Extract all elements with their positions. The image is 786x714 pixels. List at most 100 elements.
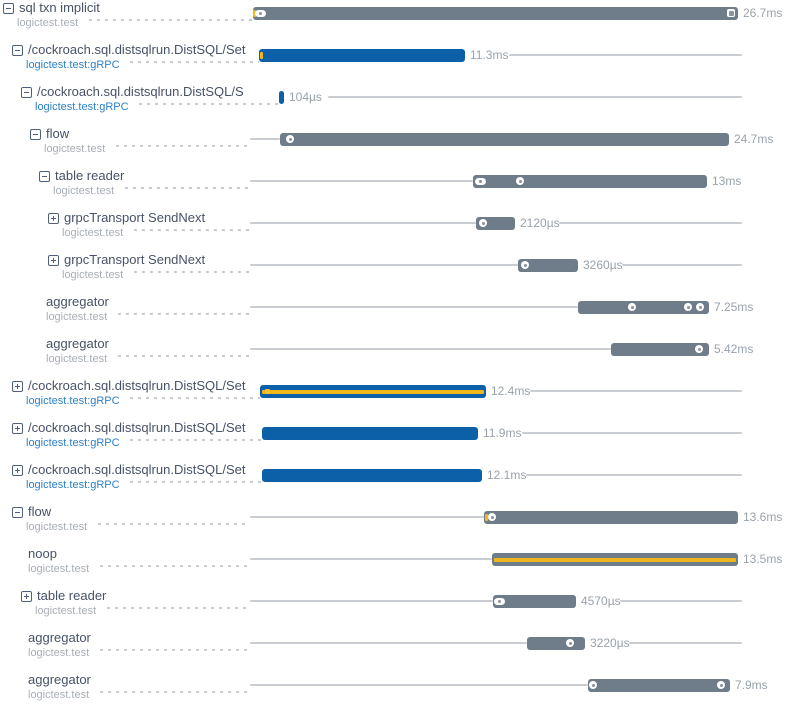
- collapse-icon[interactable]: [30, 128, 41, 140]
- trace-span-row: sql txn implicit logictest.test 26.7ms: [0, 0, 786, 42]
- span-title: grpcTransport SendNext: [64, 252, 206, 267]
- span-subtitle: logictest.test: [17, 17, 86, 30]
- leader-dashed-line: [17, 19, 253, 21]
- event-marker[interactable]: [286, 135, 294, 143]
- event-marker[interactable]: [628, 303, 636, 311]
- collapse-icon[interactable]: [39, 170, 50, 182]
- timeline-postline: [509, 54, 742, 56]
- event-marker[interactable]: [695, 345, 703, 353]
- highlight-marker: [260, 52, 263, 59]
- collapse-icon[interactable]: [3, 2, 14, 14]
- timeline-preline: [250, 516, 484, 518]
- span-title: table reader: [37, 588, 107, 603]
- event-marker[interactable]: [479, 219, 487, 227]
- span-label: aggregator logictest.test: [39, 294, 115, 324]
- span-duration-label: 5.42ms: [714, 342, 754, 356]
- span-bar[interactable]: [588, 679, 730, 692]
- span-bar[interactable]: [259, 49, 465, 62]
- leader-dashed-line: [44, 145, 250, 147]
- span-bar[interactable]: [527, 637, 585, 650]
- trace-span-row: aggregator logictest.test 7.9ms: [0, 672, 786, 714]
- expand-icon[interactable]: [48, 212, 59, 224]
- span-title: /cockroach.sql.distsqlrun.DistSQL/Set: [28, 462, 246, 477]
- event-marker[interactable]: [717, 681, 725, 689]
- event-marker[interactable]: [566, 639, 574, 647]
- span-bar[interactable]: [262, 427, 478, 440]
- span-title: sql txn implicit: [19, 0, 100, 15]
- span-bar[interactable]: [611, 343, 709, 356]
- span-duration-label: 13ms: [712, 174, 742, 188]
- event-marker[interactable]: [488, 513, 496, 521]
- event-marker[interactable]: [516, 177, 524, 185]
- span-duration-label: 7.25ms: [714, 300, 754, 314]
- event-marker[interactable]: [475, 178, 486, 185]
- span-bar[interactable]: [260, 385, 486, 398]
- timeline-postline: [559, 222, 742, 224]
- span-bar[interactable]: [280, 133, 729, 146]
- span-title: aggregator: [46, 294, 109, 309]
- timeline-postline: [629, 642, 742, 644]
- span-title: table reader: [55, 168, 125, 183]
- expand-icon[interactable]: [12, 380, 23, 392]
- span-bar[interactable]: [262, 469, 482, 482]
- trace-span-row: aggregator logictest.test 5.42ms: [0, 336, 786, 378]
- trace-span-row: grpcTransport SendNext logictest.test 3260…: [0, 252, 786, 294]
- expand-icon[interactable]: [12, 422, 23, 434]
- span-bar[interactable]: [279, 91, 284, 104]
- highlight-marker: [265, 389, 270, 394]
- span-bar[interactable]: [253, 7, 738, 20]
- span-label: aggregator logictest.test: [21, 673, 97, 702]
- event-marker[interactable]: [589, 681, 597, 689]
- span-label: grpcTransport SendNext logictest.test: [48, 252, 206, 282]
- span-subtitle: logictest.test:gRPC: [26, 59, 127, 72]
- span-subtitle: logictest.test: [46, 311, 115, 324]
- span-duration-label: 12.1ms: [487, 468, 527, 482]
- span-label: /cockroach.sql.distsqlrun.DistSQL/Set log…: [12, 379, 245, 408]
- trace-span-row: /cockroach.sql.distsqlrun.DistSQL/Set log…: [0, 378, 786, 420]
- expand-icon[interactable]: [48, 254, 59, 266]
- timeline-preline: [250, 600, 493, 602]
- span-bar[interactable]: [518, 259, 578, 272]
- span-title: grpcTransport SendNext: [64, 210, 206, 225]
- span-subtitle: logictest.test: [28, 689, 97, 702]
- trace-span-row: noop logictest.test 13.5ms: [0, 546, 786, 588]
- leader-dashed-line: [62, 229, 250, 231]
- event-marker[interactable]: [727, 9, 735, 17]
- trace-span-row: /cockroach.sql.distsqlrun.DistSQL/Set log…: [0, 42, 786, 84]
- timeline-preline: [250, 642, 527, 644]
- leader-dashed-line: [26, 481, 262, 483]
- leader-dashed-line: [62, 271, 250, 273]
- collapse-icon[interactable]: [12, 506, 23, 518]
- span-label: grpcTransport SendNext logictest.test: [48, 210, 206, 240]
- span-label: /cockroach.sql.distsqlrun.DistSQL/S logic…: [21, 85, 244, 114]
- leader-dashed-line: [26, 523, 250, 525]
- leader-dashed-line: [53, 187, 250, 189]
- event-marker[interactable]: [494, 598, 505, 605]
- event-marker[interactable]: [521, 261, 529, 269]
- span-bar[interactable]: [493, 595, 576, 608]
- trace-span-row: table reader logictest.test 13ms: [0, 168, 786, 210]
- collapse-icon[interactable]: [12, 44, 23, 56]
- timeline-postline: [622, 264, 742, 266]
- span-title: /cockroach.sql.distsqlrun.DistSQL/Set: [28, 420, 246, 435]
- span-bar[interactable]: [578, 301, 709, 314]
- span-duration-label: 26.7ms: [743, 6, 783, 20]
- span-bar[interactable]: [484, 511, 738, 524]
- event-marker[interactable]: [684, 303, 692, 311]
- span-title: flow: [46, 126, 70, 141]
- expand-icon[interactable]: [12, 464, 23, 476]
- timeline-postline: [530, 390, 742, 392]
- span-label: /cockroach.sql.distsqlrun.DistSQL/Set log…: [12, 43, 245, 72]
- span-bar[interactable]: [473, 175, 707, 188]
- span-bar[interactable]: [492, 553, 738, 566]
- highlight-marker: [253, 10, 256, 17]
- timeline-preline: [250, 264, 518, 266]
- span-label: aggregator logictest.test: [39, 337, 115, 366]
- leader-dashed-line: [35, 607, 250, 609]
- expand-icon[interactable]: [21, 590, 32, 602]
- collapse-icon[interactable]: [21, 86, 32, 98]
- span-label: noop logictest.test: [21, 547, 97, 576]
- event-marker[interactable]: [255, 10, 266, 17]
- event-marker[interactable]: [696, 303, 704, 311]
